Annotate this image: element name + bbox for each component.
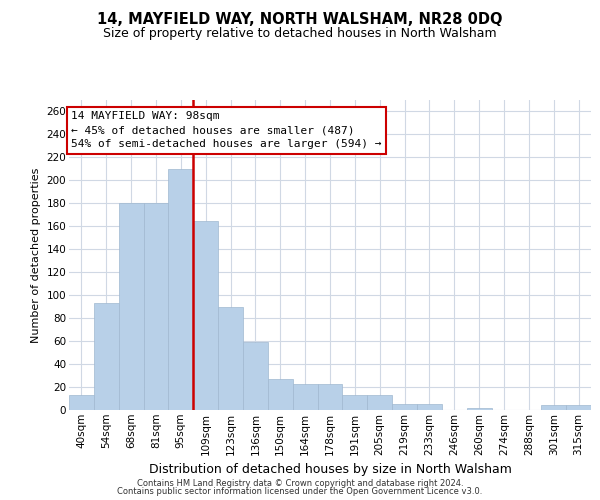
X-axis label: Distribution of detached houses by size in North Walsham: Distribution of detached houses by size … — [149, 463, 511, 476]
Bar — [566, 406, 591, 410]
Text: Contains public sector information licensed under the Open Government Licence v3: Contains public sector information licen… — [118, 487, 482, 496]
Bar — [343, 395, 367, 410]
Text: Size of property relative to detached houses in North Walsham: Size of property relative to detached ho… — [103, 28, 497, 40]
Bar — [94, 303, 119, 410]
Bar — [243, 342, 268, 410]
Bar — [317, 384, 343, 410]
Bar — [392, 404, 417, 410]
Bar — [143, 204, 169, 410]
Bar — [367, 395, 392, 410]
Bar — [193, 220, 218, 410]
Bar — [119, 204, 143, 410]
Bar — [467, 408, 491, 410]
Text: 14, MAYFIELD WAY, NORTH WALSHAM, NR28 0DQ: 14, MAYFIELD WAY, NORTH WALSHAM, NR28 0D… — [97, 12, 503, 28]
Bar — [69, 395, 94, 410]
Bar — [293, 384, 317, 410]
Y-axis label: Number of detached properties: Number of detached properties — [31, 168, 41, 342]
Bar — [417, 404, 442, 410]
Text: 14 MAYFIELD WAY: 98sqm
← 45% of detached houses are smaller (487)
54% of semi-de: 14 MAYFIELD WAY: 98sqm ← 45% of detached… — [71, 112, 382, 150]
Bar — [218, 306, 243, 410]
Bar — [169, 169, 193, 410]
Bar — [541, 406, 566, 410]
Bar — [268, 379, 293, 410]
Text: Contains HM Land Registry data © Crown copyright and database right 2024.: Contains HM Land Registry data © Crown c… — [137, 478, 463, 488]
